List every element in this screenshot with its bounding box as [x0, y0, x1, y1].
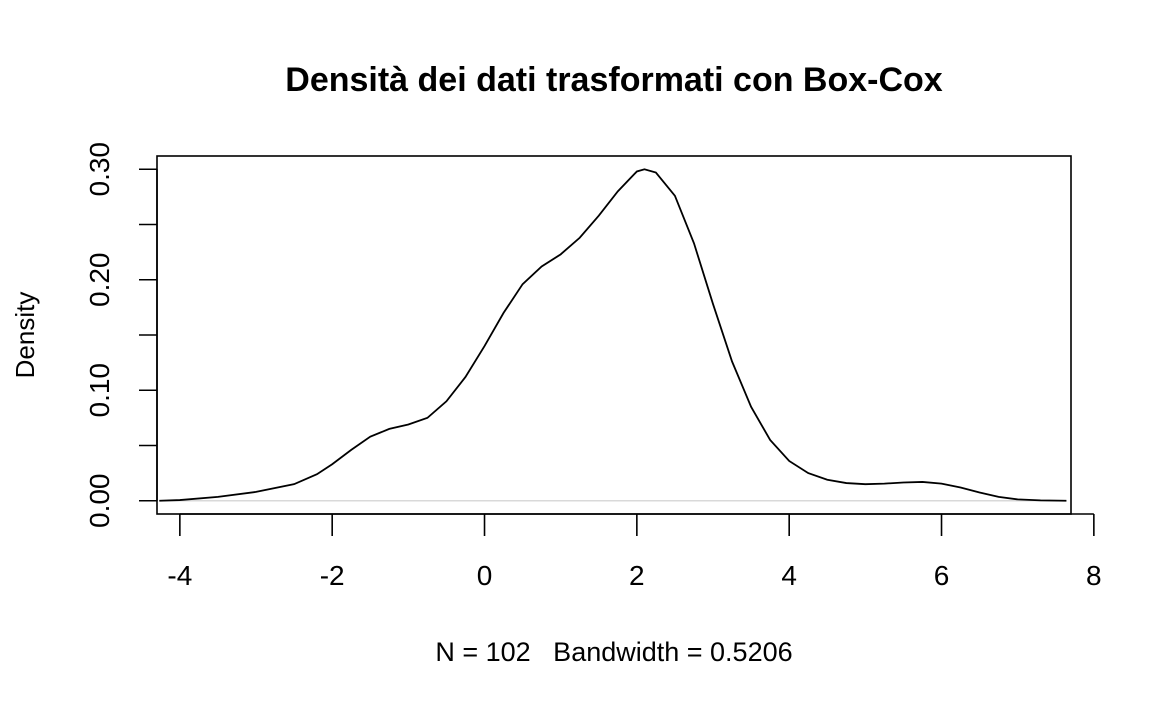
x-tick-label: -4: [167, 560, 192, 591]
x-tick-label: 6: [934, 560, 950, 591]
density-curve: [159, 168, 1067, 502]
x-tick-label: 2: [629, 560, 645, 591]
y-tick-label: 0.00: [84, 473, 115, 527]
x-tick-label: 8: [1086, 560, 1102, 591]
y-tick-label: 0.30: [84, 142, 115, 197]
x-tick-label: 4: [781, 560, 797, 591]
x-axis: -4 -2 0 2 4 6 8: [167, 513, 1102, 591]
x-tick-label: -2: [320, 560, 345, 591]
y-axis: 0.00 0.10 0.20 0.30: [84, 142, 158, 528]
x-tick-label: 0: [477, 560, 493, 591]
y-tick-label: 0.20: [84, 253, 115, 308]
plot-frame: [156, 155, 1072, 515]
y-tick-label: 0.10: [84, 363, 115, 418]
y-axis-label: Density: [10, 292, 40, 379]
x-axis-label: N = 102 Bandwidth = 0.5206: [435, 637, 792, 667]
chart-title: Densità dei dati trasformati con Box-Cox: [285, 61, 943, 99]
